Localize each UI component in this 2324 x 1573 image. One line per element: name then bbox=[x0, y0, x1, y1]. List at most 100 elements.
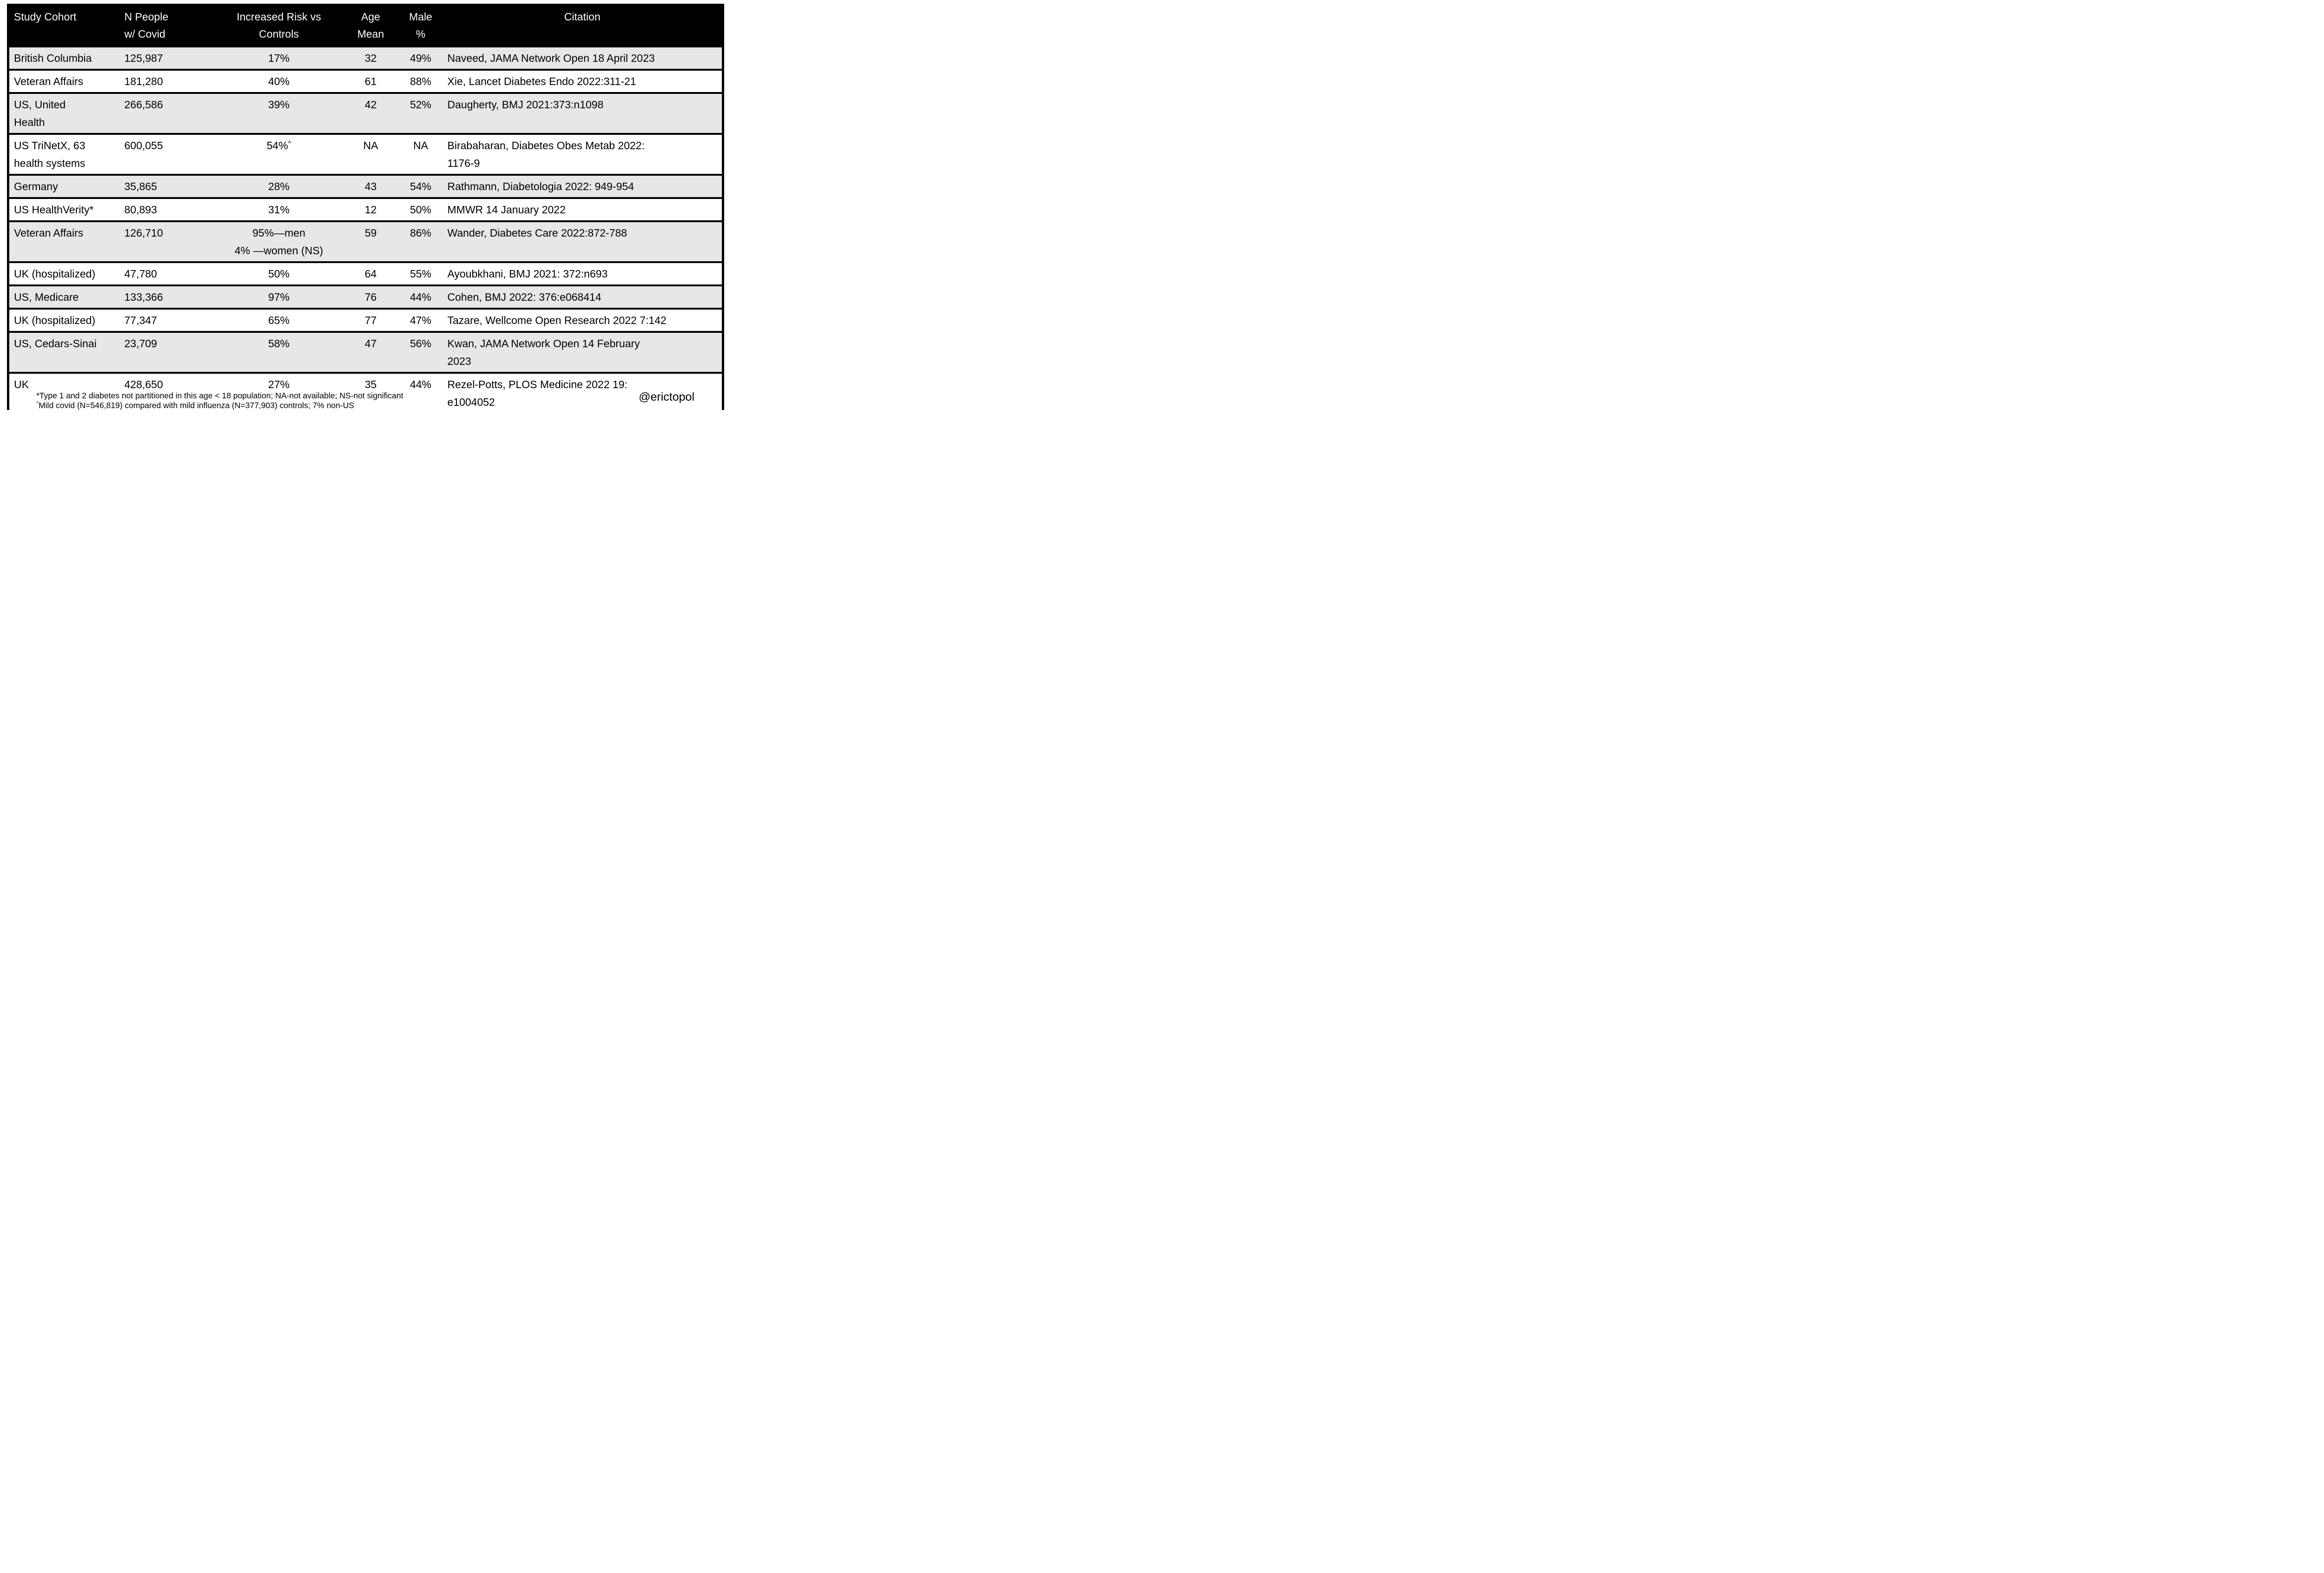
cell-n: 600,055 bbox=[119, 133, 215, 175]
cell-n: 23,709 bbox=[119, 331, 215, 373]
cell-risk: 65% bbox=[215, 308, 343, 332]
cell-male: 86% bbox=[398, 220, 443, 262]
cell-risk: 95%—men 4% —women (NS) bbox=[215, 220, 343, 262]
cell-age: 64 bbox=[343, 261, 399, 285]
cell-age: 59 bbox=[343, 220, 399, 262]
cell-age: 47 bbox=[343, 331, 399, 373]
cell-citation: Rezel-Potts, PLOS Medicine 2022 19: e1004… bbox=[442, 372, 723, 410]
cell-age: 32 bbox=[343, 46, 399, 70]
cell-male: NA bbox=[398, 133, 443, 175]
header-increased-risk: Increased Risk vs Controls bbox=[215, 5, 343, 46]
table-body: British Columbia 125,987 17% 32 49% Naveed, J… bbox=[8, 46, 723, 410]
header-line: Male bbox=[409, 11, 432, 23]
cell-n: 126,710 bbox=[119, 220, 215, 262]
cell-risk: 54%^ bbox=[215, 133, 343, 175]
cell-risk: 31% bbox=[215, 197, 343, 221]
cell-citation: Birabaharan, Diabetes Obes Metab 2022: 11… bbox=[442, 133, 723, 175]
cell-cohort: Veteran Affairs bbox=[8, 220, 120, 262]
header-line: N People bbox=[124, 11, 169, 23]
table-row: US HealthVerity* 80,893 31% 12 50% MMWR 14 Ja… bbox=[8, 197, 723, 221]
table-row: UK 428,650 27% 35 44% Rezel-Potts, PLOS Medic… bbox=[8, 372, 723, 410]
cell-cohort: UK (hospitalized) bbox=[8, 261, 120, 285]
cell-risk: 58% bbox=[215, 331, 343, 373]
table-row: UK (hospitalized) 47,780 50% 64 55% Ayoubkhan… bbox=[8, 261, 723, 285]
cell-cohort: Germany bbox=[8, 174, 120, 198]
cell-cohort: UK bbox=[8, 372, 120, 410]
cell-male: 44% bbox=[398, 284, 443, 309]
cell-cohort: British Columbia bbox=[8, 46, 120, 70]
cell-age: 35 bbox=[343, 372, 399, 410]
cell-age: 76 bbox=[343, 284, 399, 309]
cell-citation: MMWR 14 January 2022 bbox=[442, 197, 723, 221]
cell-n: 35,865 bbox=[119, 174, 215, 198]
header-line: Study Cohort bbox=[14, 11, 77, 23]
footnotes: *Type 1 and 2 diabetes not partitioned i… bbox=[36, 391, 403, 410]
table-row: US TriNetX, 63 health systems 600,055 54%^ N… bbox=[8, 133, 723, 175]
cell-male: 52% bbox=[398, 92, 443, 134]
cell-cohort: US, Cedars-Sinai bbox=[8, 331, 120, 373]
cell-cohort: Veteran Affairs bbox=[8, 69, 120, 93]
header-study-cohort: Study Cohort bbox=[8, 5, 120, 46]
cell-citation: Cohen, BMJ 2022: 376:e068414 bbox=[442, 284, 723, 309]
header-n-people: N People w/ Covid bbox=[119, 5, 215, 46]
cell-n: 428,650 bbox=[119, 372, 215, 410]
cell-male: 55% bbox=[398, 261, 443, 285]
cell-risk: 40% bbox=[215, 69, 343, 93]
header-line: Increased Risk vs bbox=[237, 11, 321, 23]
cell-risk: 27% bbox=[215, 372, 343, 410]
cell-cohort: US, United Health bbox=[8, 92, 120, 134]
cell-cohort: US, Medicare bbox=[8, 284, 120, 309]
cell-citation: Naveed, JAMA Network Open 18 April 2023 bbox=[442, 46, 723, 70]
cell-n: 266,586 bbox=[119, 92, 215, 134]
table-row: Veteran Affairs 126,710 95%—men 4% —women (… bbox=[8, 220, 723, 262]
cell-male: 49% bbox=[398, 46, 443, 70]
cell-n: 47,780 bbox=[119, 261, 215, 285]
cell-n: 125,987 bbox=[119, 46, 215, 70]
study-table: Study Cohort N People w/ Covid Increased… bbox=[7, 4, 724, 410]
cell-male: 88% bbox=[398, 69, 443, 93]
cell-risk: 97% bbox=[215, 284, 343, 309]
cell-n: 80,893 bbox=[119, 197, 215, 221]
cell-citation: Daugherty, BMJ 2021:373:n1098 bbox=[442, 92, 723, 134]
infographic-canvas: Study Cohort N People w/ Covid Increased… bbox=[0, 0, 728, 410]
cell-cohort: US HealthVerity* bbox=[8, 197, 120, 221]
cell-risk: 50% bbox=[215, 261, 343, 285]
cell-citation: Wander, Diabetes Care 2022:872-788 bbox=[442, 220, 723, 262]
cell-age: 42 bbox=[343, 92, 399, 134]
cell-age: 77 bbox=[343, 308, 399, 332]
cell-n: 181,280 bbox=[119, 69, 215, 93]
header-line: % bbox=[416, 28, 426, 40]
credit-handle: @erictopol bbox=[639, 390, 694, 403]
cell-risk: 28% bbox=[215, 174, 343, 198]
header-line: Age bbox=[361, 11, 380, 23]
cell-n: 133,366 bbox=[119, 284, 215, 309]
table-row: Veteran Affairs 181,280 40% 61 88% Xie, Lance… bbox=[8, 69, 723, 93]
header-line: w/ Covid bbox=[124, 28, 165, 40]
cell-n: 77,347 bbox=[119, 308, 215, 332]
table-row: US, Medicare 133,366 97% 76 44% Cohen, BMJ 20… bbox=[8, 284, 723, 309]
cell-risk: 39% bbox=[215, 92, 343, 134]
header-row: Study Cohort N People w/ Covid Increased… bbox=[8, 5, 723, 46]
table-row: US, Cedars-Sinai 23,709 58% 47 56% Kwan, JAMA… bbox=[8, 331, 723, 373]
header-citation: Citation bbox=[442, 5, 723, 46]
header-line: Mean bbox=[357, 28, 384, 40]
cell-male: 56% bbox=[398, 331, 443, 373]
cell-male: 47% bbox=[398, 308, 443, 332]
footnote-asterisk: *Type 1 and 2 diabetes not partitioned i… bbox=[36, 391, 403, 400]
cell-citation: Ayoubkhani, BMJ 2021: 372:n693 bbox=[442, 261, 723, 285]
table-row: US, United Health 266,586 39% 42 52% Daugherty… bbox=[8, 92, 723, 134]
cell-cohort: US TriNetX, 63 health systems bbox=[8, 133, 120, 175]
cell-risk: 17% bbox=[215, 46, 343, 70]
cell-age: 43 bbox=[343, 174, 399, 198]
cell-citation: Rathmann, Diabetologia 2022: 949-954 bbox=[442, 174, 723, 198]
cell-male: 54% bbox=[398, 174, 443, 198]
footnote-caret: ^Mild covid (N=546,819) compared with mi… bbox=[36, 401, 355, 410]
header-line: Controls bbox=[259, 28, 299, 40]
cell-male: 50% bbox=[398, 197, 443, 221]
header-line: Citation bbox=[564, 11, 601, 23]
header-age-mean: Age Mean bbox=[343, 5, 399, 46]
cell-citation: Xie, Lancet Diabetes Endo 2022:311-21 bbox=[442, 69, 723, 93]
cell-age: 61 bbox=[343, 69, 399, 93]
cell-citation: Tazare, Wellcome Open Research 2022 7:14… bbox=[442, 308, 723, 332]
cell-age: NA bbox=[343, 133, 399, 175]
